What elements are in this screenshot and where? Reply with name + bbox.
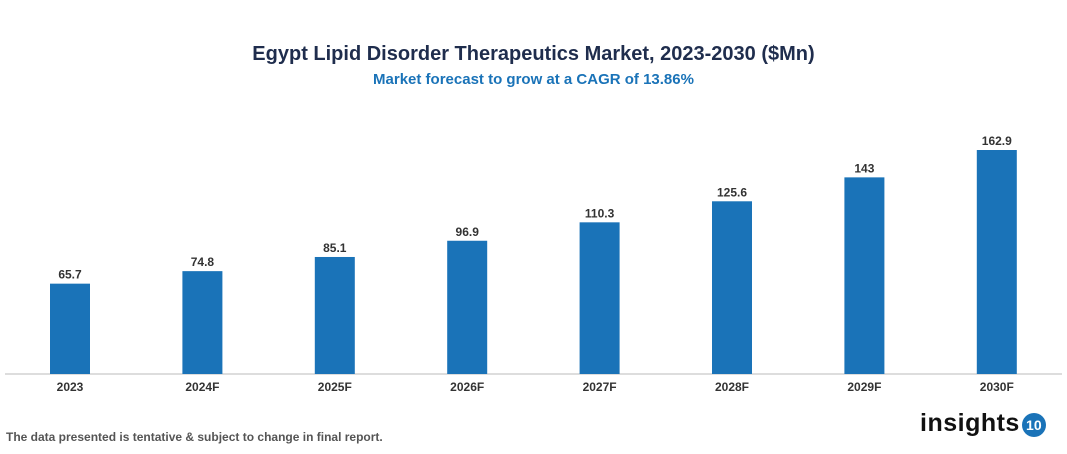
bar-2027F [579, 222, 620, 374]
logo-text: insights [920, 409, 1020, 437]
x-tick-label-2023: 2023 [57, 380, 84, 394]
x-tick-label-2027F: 2027F [583, 380, 617, 394]
bar-2023 [50, 283, 90, 374]
bar-2024F [182, 271, 223, 374]
bar-2030F [976, 150, 1017, 374]
bar-2026F [447, 240, 488, 374]
data-label-2026F: 96.9 [456, 225, 480, 239]
x-tick-label-2029F: 2029F [847, 380, 881, 394]
bar-2028F [712, 201, 752, 374]
x-tick-label-2025F: 2025F [318, 380, 352, 394]
disclaimer-note: The data presented is tentative & subjec… [6, 430, 383, 444]
insights10-logo: insights 10 [920, 409, 1046, 438]
x-tick-label-2026F: 2026F [450, 380, 484, 394]
data-label-2025F: 85.1 [323, 241, 347, 255]
data-label-2027F: 110.3 [585, 206, 615, 220]
chart-subtitle: Market forecast to grow at a CAGR of 13.… [373, 71, 694, 88]
data-label-2023: 65.7 [58, 268, 82, 282]
chart-title: Egypt Lipid Disorder Therapeutics Market… [252, 43, 815, 65]
x-tick-label-2028F: 2028F [715, 380, 749, 394]
bar-2025F [314, 256, 355, 374]
logo-badge: 10 [1021, 413, 1046, 437]
data-label-2024F: 74.8 [191, 255, 215, 269]
data-label-2029F: 143 [854, 161, 874, 175]
data-label-2028F: 125.6 [717, 185, 747, 199]
bar-2029F [844, 177, 885, 374]
x-tick-label-2024F: 2024F [185, 380, 219, 394]
x-tick-label-2030F: 2030F [980, 380, 1014, 394]
data-label-2030F: 162.9 [982, 134, 1012, 148]
